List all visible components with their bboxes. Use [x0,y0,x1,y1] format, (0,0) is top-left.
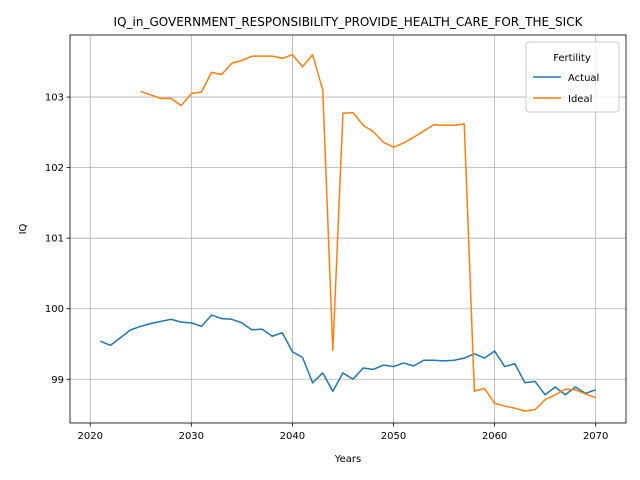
y-axis-label: IQ [18,223,29,234]
x-tick-label: 2030 [179,431,204,442]
legend-title: Fertility [553,53,591,64]
y-tick-label: 103 [45,93,64,104]
y-tick-label: 102 [45,163,64,174]
plot-frame [69,34,627,424]
series-line-actual [100,314,596,396]
legend-label-actual: Actual [568,73,599,84]
x-tick-label: 2020 [77,431,102,442]
x-tick-label: 2060 [482,431,507,442]
x-axis-label: Years [334,454,361,465]
axis-ticks: 2020 2030 2040 2050 2060 2070 99 100 101 102 103 [45,93,608,442]
series-line-ideal [140,54,596,412]
y-tick-label: 100 [45,304,64,315]
y-tick-label: 101 [45,234,64,245]
x-tick-label: 2040 [280,431,305,442]
legend: Fertility Actual Ideal [525,41,620,113]
x-tick-label: 2050 [381,431,406,442]
series-lines [100,54,596,412]
y-tick-label: 99 [51,375,64,386]
x-tick-label: 2070 [583,431,608,442]
legend-label-ideal: Ideal [568,94,592,105]
chart-title: IQ_in_GOVERNMENT_RESPONSIBILITY_PROVIDE_… [114,15,584,29]
legend-box [525,41,620,113]
